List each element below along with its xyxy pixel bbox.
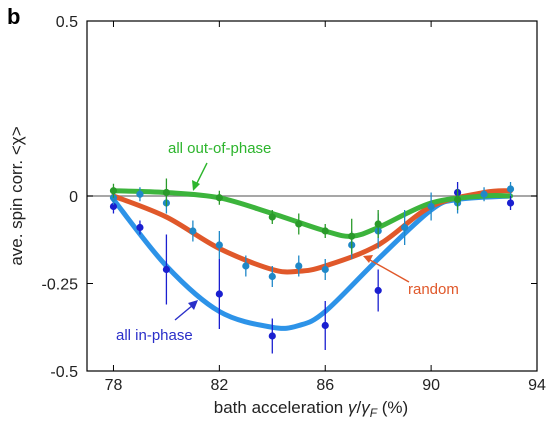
annotation-out-of-phase-arrow [195,162,208,186]
data-point-random [268,272,276,281]
data-point-all-out-of-phase [295,220,303,228]
data-point-all-in-phase [215,290,223,298]
y-tick-label: 0.5 [56,14,78,31]
data-point-random [189,227,197,235]
x-tick-label: 86 [316,377,334,394]
data-point-random [321,265,329,274]
data-point-random [215,241,223,249]
annotation-out-of-phase-label: all out-of-phase [168,140,271,157]
data-point-all-out-of-phase [268,213,276,221]
data-point-random [427,202,435,211]
x-tick-label: 78 [105,377,123,394]
data-point-all-in-phase [268,332,276,340]
annotation-in-phase-arrowhead [188,300,198,310]
x-axis-label: bath acceleration γ/γF (%) [214,398,408,420]
annotation-in-phase: all in-phase [116,300,198,344]
data-point-random [242,262,250,270]
data-point-all-out-of-phase [374,220,382,228]
data-point-random [401,223,409,232]
data-point-all-in-phase [109,202,118,211]
data-point-random [506,185,515,193]
y-tick-label: -0.25 [42,277,79,294]
y-axis-label: ave. spin corr. <χ> [7,126,26,265]
data-point-all-out-of-phase [453,195,462,204]
x-tick-label: 90 [422,377,440,394]
data-point-all-out-of-phase [348,232,356,240]
data-point-all-out-of-phase [215,194,223,202]
data-point-all-out-of-phase [162,188,171,197]
data-point-all-out-of-phase [321,227,329,235]
annotation-in-phase-label: all in-phase [116,327,193,344]
fit-line-all-out-of-phase [111,188,513,239]
annotation-random-arrowhead [363,255,373,263]
data-point-all-in-phase [136,223,144,232]
x-tick-label: 82 [210,377,228,394]
annotation-random-arrow [369,259,410,283]
x-tick-label: 94 [528,377,546,394]
annotation-random-label: random [408,281,459,298]
annotation-out-of-phase-arrowhead [192,180,200,191]
data-point-random [480,190,488,198]
annotation-in-phase-arrow [174,304,194,321]
fit-line-all-in-phase [111,193,513,331]
data-point-all-in-phase [321,321,329,330]
panel-label: b [7,4,20,29]
annotation-out-of-phase: all out-of-phase [168,140,271,191]
data-point-random [295,262,303,270]
data-point-all-in-phase [162,265,171,274]
data-point-all-in-phase [374,286,382,295]
y-tick-label: -0.5 [50,364,78,381]
data-point-all-out-of-phase [109,187,118,195]
data-point-random [136,190,144,198]
y-tick-label: 0 [69,189,78,206]
annotation-random: random [363,255,459,298]
data-point-all-in-phase [506,199,515,207]
